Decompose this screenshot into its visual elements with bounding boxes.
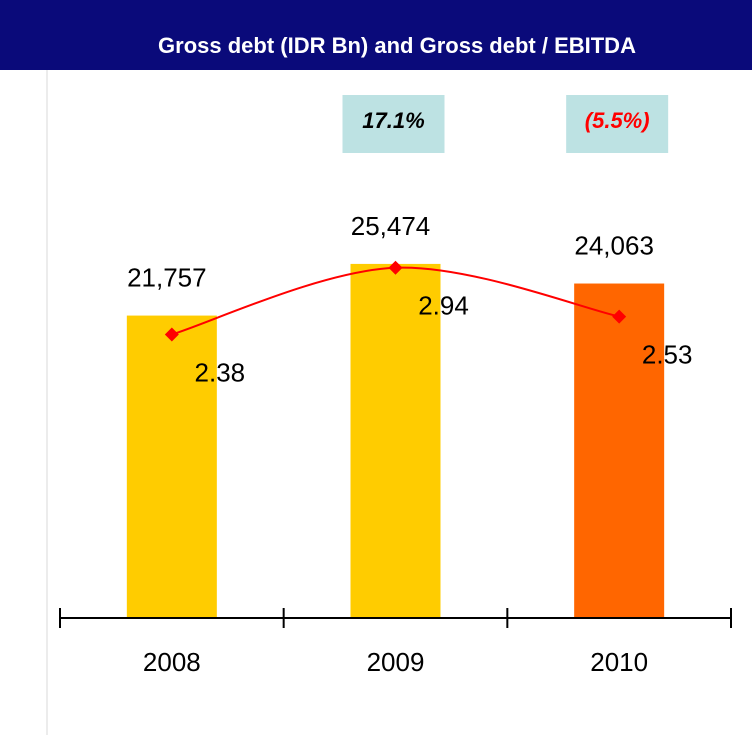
line-value-label: 2.53 bbox=[642, 339, 693, 369]
line-marker bbox=[388, 260, 403, 275]
x-tick-label: 2009 bbox=[367, 647, 425, 677]
bar-value-label: 21,757 bbox=[127, 262, 207, 292]
annotation-text: (5.5%) bbox=[585, 108, 650, 133]
annotation-box bbox=[342, 95, 445, 153]
bar bbox=[126, 315, 217, 618]
line-marker bbox=[164, 327, 179, 342]
bar bbox=[350, 263, 441, 618]
x-tick-label: 2008 bbox=[143, 647, 201, 677]
x-tick-label: 2010 bbox=[590, 647, 648, 677]
line-marker bbox=[612, 309, 627, 324]
line-value-label: 2.38 bbox=[195, 357, 246, 387]
annotation-box bbox=[566, 95, 669, 153]
bar-value-label: 24,063 bbox=[574, 230, 654, 260]
chart-title: Gross debt (IDR Bn) and Gross debt / EBI… bbox=[158, 33, 636, 58]
bar bbox=[574, 283, 665, 618]
bar-value-label: 25,474 bbox=[351, 211, 431, 241]
line-value-label: 2.94 bbox=[418, 291, 469, 321]
header-band bbox=[0, 0, 752, 70]
annotation-text: 17.1% bbox=[362, 108, 424, 133]
